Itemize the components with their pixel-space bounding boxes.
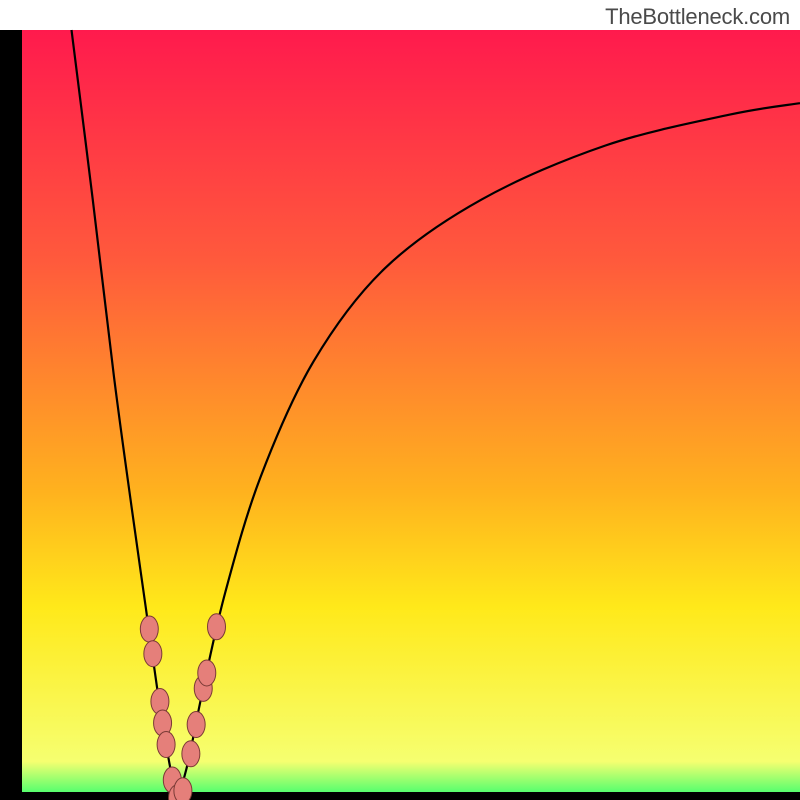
data-marker: [187, 712, 205, 738]
data-marker: [140, 616, 158, 642]
chart-container: TheBottleneck.com: [0, 0, 800, 800]
watermark-text: TheBottleneck.com: [605, 4, 790, 30]
data-marker: [144, 641, 162, 667]
data-marker: [208, 614, 226, 640]
data-marker: [157, 732, 175, 758]
data-marker: [174, 778, 192, 800]
chart-svg: [0, 0, 800, 800]
bottleneck-curve: [72, 30, 800, 800]
data-marker: [182, 741, 200, 767]
data-marker: [198, 660, 216, 686]
